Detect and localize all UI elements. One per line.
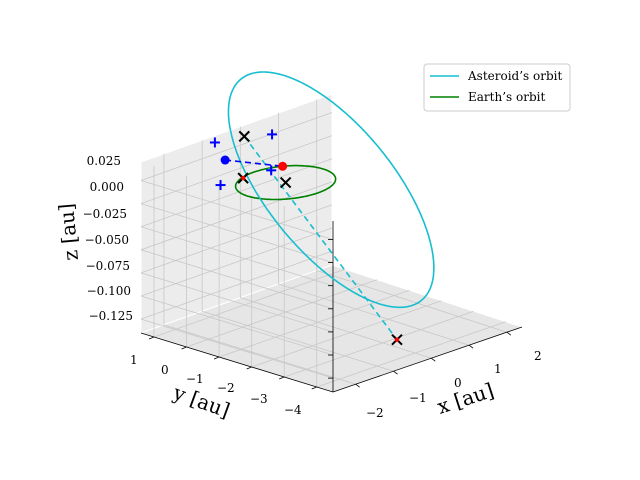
- z-tick-label: −0.050: [85, 233, 129, 247]
- tick-mark: [431, 357, 436, 362]
- grid-line: [140, 112, 333, 181]
- grid-lines: [140, 99, 508, 388]
- grid-line: [140, 249, 334, 310]
- grid-line: [140, 226, 334, 287]
- grid-line: [163, 324, 356, 385]
- x-tick-label: 1: [494, 362, 502, 376]
- grid-line: [140, 203, 334, 263]
- asteroid-upper-x-marker: [238, 130, 251, 143]
- axes-lines: [140, 221, 523, 393]
- legend-label-asteroid: Asteroid’s orbit: [467, 69, 562, 83]
- x-tick-labels: −2 −1 0 1 2: [366, 349, 542, 420]
- y-tick-label: −3: [250, 392, 268, 406]
- z-axis-label: z [au]: [54, 202, 83, 261]
- grid-line: [140, 135, 333, 204]
- legend: Asteroid’s orbit Earth’s orbit: [423, 63, 571, 112]
- z-tick-label: 0.025: [87, 154, 121, 168]
- grid-line: [186, 279, 378, 348]
- x-tick-label: −1: [409, 391, 427, 405]
- grid-line: [316, 270, 508, 333]
- grid-line: [140, 204, 333, 274]
- grid-line: [140, 318, 334, 379]
- legend-box: [423, 63, 571, 112]
- z-tick-label: −0.125: [89, 309, 133, 323]
- grid-line: [218, 289, 410, 358]
- y-tick-label: 1: [130, 353, 138, 367]
- tick-mark: [355, 383, 360, 388]
- tick-mark: [148, 336, 155, 340]
- z-tick-label: 0.000: [90, 180, 124, 194]
- z-tick-labels: −0.125 −0.100 −0.075 −0.050 −0.025 0.000…: [83, 154, 133, 323]
- grid-line: [316, 321, 507, 388]
- y-tick-label: −4: [284, 403, 302, 417]
- axis-line: [332, 326, 523, 393]
- tick-mark: [181, 346, 187, 350]
- markers-layer: [209, 129, 403, 346]
- tick-marks: [148, 239, 512, 390]
- grid-line: [140, 158, 333, 228]
- y-tick-label: −2: [217, 381, 235, 395]
- grid-line: [240, 297, 432, 359]
- red-accent-dot: [240, 175, 246, 181]
- grid-line: [284, 310, 474, 378]
- z-tick-label: −0.100: [87, 284, 131, 298]
- z-tick-label: −0.075: [86, 259, 130, 273]
- grid-line: [153, 268, 346, 338]
- x-axis-label: x [au]: [434, 378, 497, 419]
- grid-line: [202, 310, 394, 372]
- y-tick-label: −1: [186, 372, 204, 386]
- grid-line: [140, 272, 334, 333]
- y-tick-labels: −4 −3 −2 −1 0 1: [130, 353, 302, 417]
- earth-orbit-line: [234, 164, 337, 201]
- y-tick-label: 0: [161, 363, 169, 377]
- legend-label-earth: Earth’s orbit: [468, 90, 545, 104]
- x-tick-label: 0: [454, 376, 462, 390]
- x-tick-label: −2: [366, 406, 384, 420]
- tick-mark: [468, 344, 474, 349]
- grid-line: [140, 227, 333, 297]
- tick-mark: [311, 386, 317, 390]
- tick-mark: [246, 366, 252, 370]
- x-tick-label: 2: [534, 349, 542, 363]
- tick-mark: [213, 356, 220, 360]
- earth-position-dot: [278, 161, 288, 171]
- grid-line: [140, 295, 334, 356]
- tick-mark: [393, 370, 398, 375]
- red-accent-dot: [394, 337, 400, 342]
- asteroid-orbit-line: [227, 71, 435, 309]
- sun-x-marker: [279, 176, 292, 189]
- z-tick-label: −0.025: [83, 207, 127, 221]
- grid-line: [140, 180, 334, 240]
- tick-mark: [506, 331, 512, 336]
- asteroid-position-dot: [220, 155, 230, 165]
- grid-line: [278, 283, 470, 346]
- axis-line: [140, 332, 334, 393]
- grid-line: [251, 300, 442, 368]
- tick-mark: [279, 376, 285, 380]
- grid-line: [140, 181, 333, 251]
- grid-line: [140, 250, 333, 320]
